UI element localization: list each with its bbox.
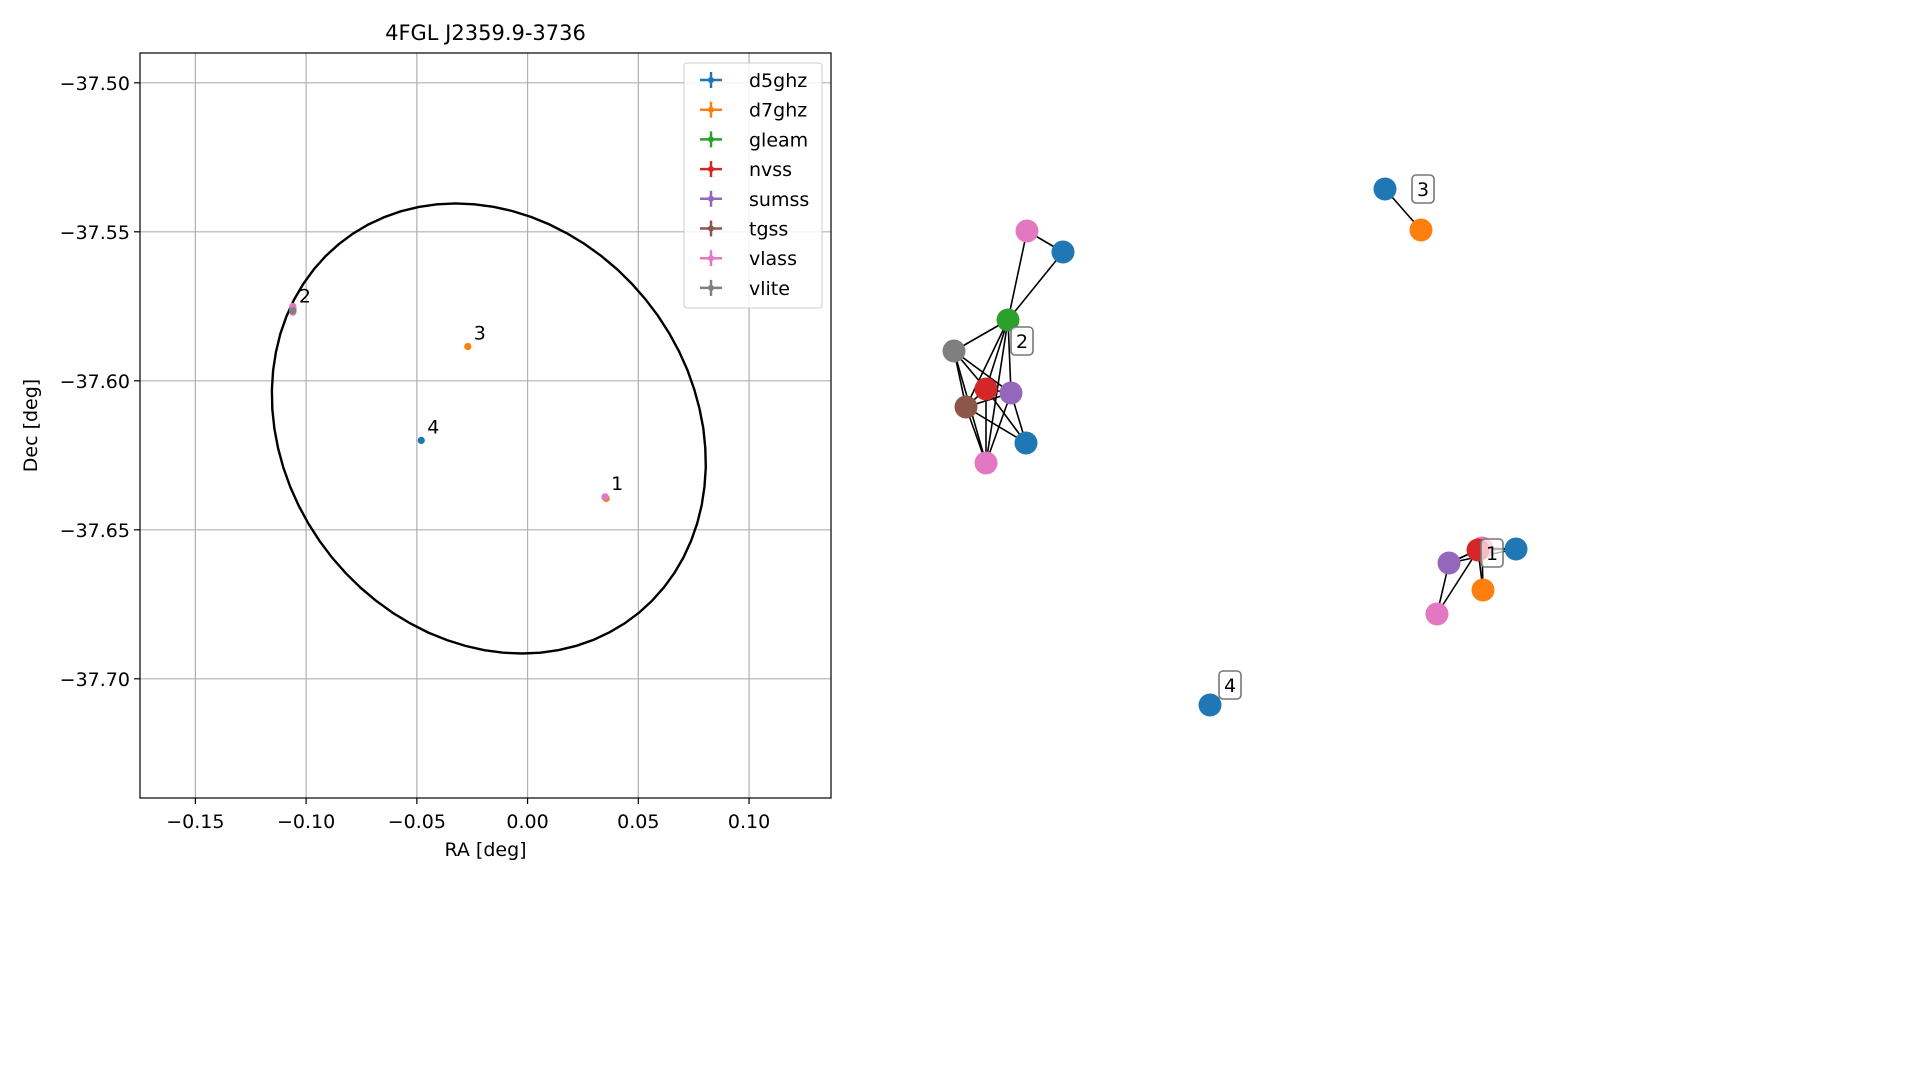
- graph-edge: [1436, 549, 1479, 615]
- legend-dot-d7ghz: [708, 106, 714, 113]
- x-tick-label: −0.05: [388, 811, 446, 833]
- y-tick-label: −37.50: [60, 73, 130, 95]
- graph-label-box: [1411, 174, 1435, 204]
- point-d5ghz: [417, 436, 425, 444]
- chart-title: 4FGL J2359.9-3736: [385, 21, 586, 45]
- legend: d5ghz d7ghz gleam nvss sumss tgss vlass vlite: [683, 62, 823, 309]
- legend-dot-vlite: [708, 284, 714, 291]
- y-axis-label: Dec [deg]: [20, 379, 42, 472]
- legend-label: d5ghz: [749, 70, 807, 92]
- node-vlass: [1425, 602, 1449, 626]
- x-tick-label: −0.10: [277, 811, 335, 833]
- node-vlass: [974, 451, 998, 475]
- x-axis-label: RA [deg]: [444, 839, 526, 861]
- y-tick-label: −37.55: [60, 222, 130, 244]
- node-d5ghz: [1014, 431, 1038, 455]
- node-vlass: [1015, 219, 1039, 243]
- grid-lines: [140, 53, 831, 798]
- point-label: 1: [611, 473, 623, 495]
- point-d7ghz: [464, 342, 472, 351]
- graph-label: 4: [1224, 675, 1236, 697]
- point-label: 4: [427, 416, 439, 438]
- point-label: 3: [474, 323, 486, 345]
- legend-dot-sumss: [708, 195, 714, 202]
- point-label: 2: [299, 285, 311, 307]
- point-vlass: [601, 493, 609, 501]
- node-sumss: [999, 381, 1023, 405]
- legend-dot-gleam: [708, 136, 714, 143]
- point-labels: 1 2 3 4: [299, 285, 623, 495]
- error-ellipse: [270, 202, 708, 655]
- legend-label: gleam: [749, 129, 808, 151]
- graph-edge: [1007, 230, 1028, 321]
- graph-label-box: [1010, 326, 1034, 356]
- x-tick-label: 0.10: [728, 811, 770, 833]
- graph-edge: [1007, 251, 1064, 321]
- graph-nodes: [942, 177, 1528, 717]
- x-tick-label: 0.05: [617, 811, 659, 833]
- legend-dot-tgss: [708, 225, 714, 232]
- legend-box: [683, 62, 823, 309]
- graph-label-box: [1218, 670, 1242, 700]
- node-tgss: [954, 395, 978, 419]
- y-axis-ticks: −37.50 −37.55 −37.60 −37.65 −37.70: [60, 73, 140, 691]
- crossmatch-graph: 1 2 3 4: [942, 174, 1528, 717]
- legend-label: tgss: [749, 219, 788, 241]
- legend-dot-nvss: [708, 166, 714, 173]
- node-d5ghz: [1051, 240, 1075, 264]
- node-gleam: [996, 308, 1020, 332]
- graph-label: 1: [1486, 543, 1498, 565]
- error-ellipse-outline: [270, 202, 708, 655]
- graph-edge: [953, 350, 1012, 394]
- graph-label-box: [1480, 538, 1504, 568]
- legend-dot-d5ghz: [708, 77, 714, 83]
- legend-label: d7ghz: [749, 100, 807, 122]
- node-d7ghz: [1471, 578, 1495, 602]
- y-tick-label: −37.60: [60, 371, 130, 393]
- point-vlite: [289, 307, 297, 315]
- legend-label: vlite: [749, 278, 790, 300]
- node-vlite: [942, 339, 966, 363]
- legend-label: nvss: [749, 159, 792, 181]
- graph-labels: 1 2 3 4: [1010, 174, 1504, 700]
- source-points: [289, 302, 610, 503]
- node-d7ghz: [1409, 218, 1433, 242]
- x-tick-label: −0.15: [166, 811, 224, 833]
- graph-edge: [965, 319, 1009, 408]
- graph-edge: [965, 406, 1027, 444]
- y-tick-label: −37.70: [60, 669, 130, 691]
- graph-edge: [985, 392, 1012, 464]
- legend-label: sumss: [749, 189, 809, 211]
- node-d5ghz: [1373, 177, 1397, 201]
- graph-edge: [1007, 319, 1012, 394]
- graph-label: 2: [1016, 331, 1028, 353]
- y-tick-label: −37.65: [60, 520, 130, 542]
- x-tick-label: 0.00: [506, 811, 548, 833]
- legend-label: vlass: [749, 248, 797, 270]
- node-nvss: [974, 377, 998, 401]
- node-d5ghz: [1198, 693, 1222, 717]
- node-sumss: [1437, 551, 1461, 575]
- plot-frame: [139, 52, 832, 799]
- x-axis-ticks: −0.15 −0.10 −0.05 0.00 0.05 0.10: [166, 798, 770, 833]
- legend-dot-vlass: [708, 255, 714, 262]
- graph-label: 3: [1417, 179, 1429, 201]
- node-d5ghz: [1504, 537, 1528, 561]
- graph-edges: [953, 188, 1517, 615]
